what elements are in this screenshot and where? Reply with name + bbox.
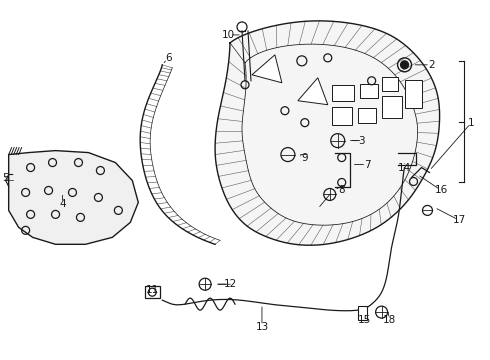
Text: 14: 14 bbox=[398, 162, 411, 172]
Bar bbox=[332, 85, 354, 101]
Text: 10: 10 bbox=[221, 30, 235, 40]
Text: 13: 13 bbox=[255, 322, 269, 332]
Text: 11: 11 bbox=[146, 285, 159, 295]
Text: 4: 4 bbox=[59, 199, 66, 210]
Bar bbox=[360, 84, 378, 98]
Polygon shape bbox=[298, 78, 328, 105]
Text: 2: 2 bbox=[428, 60, 435, 70]
Circle shape bbox=[400, 61, 409, 69]
Text: 3: 3 bbox=[358, 136, 365, 145]
Bar bbox=[358, 108, 376, 123]
Text: 18: 18 bbox=[383, 315, 396, 325]
Text: 9: 9 bbox=[301, 153, 308, 163]
Text: 5: 5 bbox=[2, 172, 9, 183]
Bar bbox=[145, 286, 160, 298]
Text: 7: 7 bbox=[365, 159, 371, 170]
Text: 17: 17 bbox=[453, 215, 466, 225]
Text: 16: 16 bbox=[435, 185, 448, 195]
Text: 12: 12 bbox=[223, 279, 237, 289]
Text: 6: 6 bbox=[165, 53, 172, 63]
Polygon shape bbox=[9, 150, 138, 244]
Polygon shape bbox=[215, 21, 440, 245]
Bar bbox=[332, 107, 352, 125]
Bar bbox=[382, 77, 397, 91]
Polygon shape bbox=[252, 55, 282, 83]
Bar bbox=[382, 96, 401, 118]
Text: 15: 15 bbox=[358, 315, 371, 325]
Bar bbox=[405, 80, 422, 108]
Bar bbox=[358, 306, 367, 320]
Text: 8: 8 bbox=[339, 185, 345, 195]
Text: 1: 1 bbox=[468, 118, 475, 128]
